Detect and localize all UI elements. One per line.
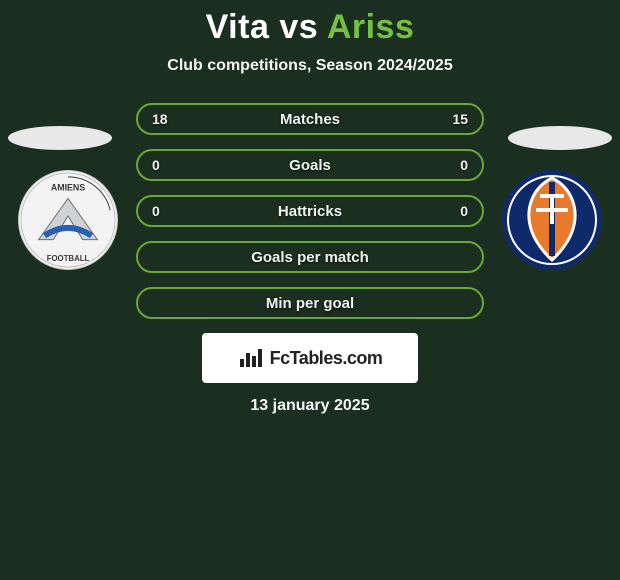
side-ellipse-right	[508, 126, 612, 150]
brand-box[interactable]: FcTables.com	[202, 333, 418, 383]
date: 13 january 2025	[0, 397, 620, 415]
stat-row: Goals per match	[136, 241, 484, 273]
stat-value-right: 0	[460, 157, 468, 173]
stat-value-left: 0	[152, 203, 160, 219]
team-crest-left: AMIENS FOOTBALL	[18, 170, 118, 270]
stat-label: Goals per match	[251, 249, 369, 266]
stat-value-left: 18	[152, 111, 168, 127]
bars-icon	[238, 347, 264, 369]
brand-text: FcTables.com	[270, 348, 383, 369]
title-vs: vs	[279, 8, 327, 46]
svg-text:AMIENS: AMIENS	[51, 183, 85, 193]
stat-label: Min per goal	[266, 295, 354, 312]
side-ellipse-left	[8, 126, 112, 150]
stat-row: Min per goal	[136, 287, 484, 319]
page-title: Vita vs Ariss	[0, 8, 620, 47]
stat-label: Hattricks	[278, 203, 342, 220]
subtitle: Club competitions, Season 2024/2025	[0, 57, 620, 75]
stat-label: Goals	[289, 157, 331, 174]
stat-label: Matches	[280, 111, 340, 128]
stats-list: Matches 18 15 Goals 0 0 Hattricks 0 0 Goals per m…	[136, 103, 484, 319]
stat-value-right: 0	[460, 203, 468, 219]
stat-row: Matches 18 15	[136, 103, 484, 135]
stat-row: Goals 0 0	[136, 149, 484, 181]
svg-text:FOOTBALL: FOOTBALL	[47, 254, 90, 263]
amiens-crest-icon: AMIENS FOOTBALL	[19, 170, 117, 270]
tappara-crest-icon	[502, 170, 602, 270]
stat-value-left: 0	[152, 157, 160, 173]
comparison-card: Vita vs Ariss Club competitions, Season …	[0, 0, 620, 450]
title-team-left: Vita	[206, 8, 270, 46]
stat-value-right: 15	[452, 111, 468, 127]
team-crest-right	[502, 170, 602, 270]
title-team-right: Ariss	[327, 8, 415, 46]
stat-row: Hattricks 0 0	[136, 195, 484, 227]
